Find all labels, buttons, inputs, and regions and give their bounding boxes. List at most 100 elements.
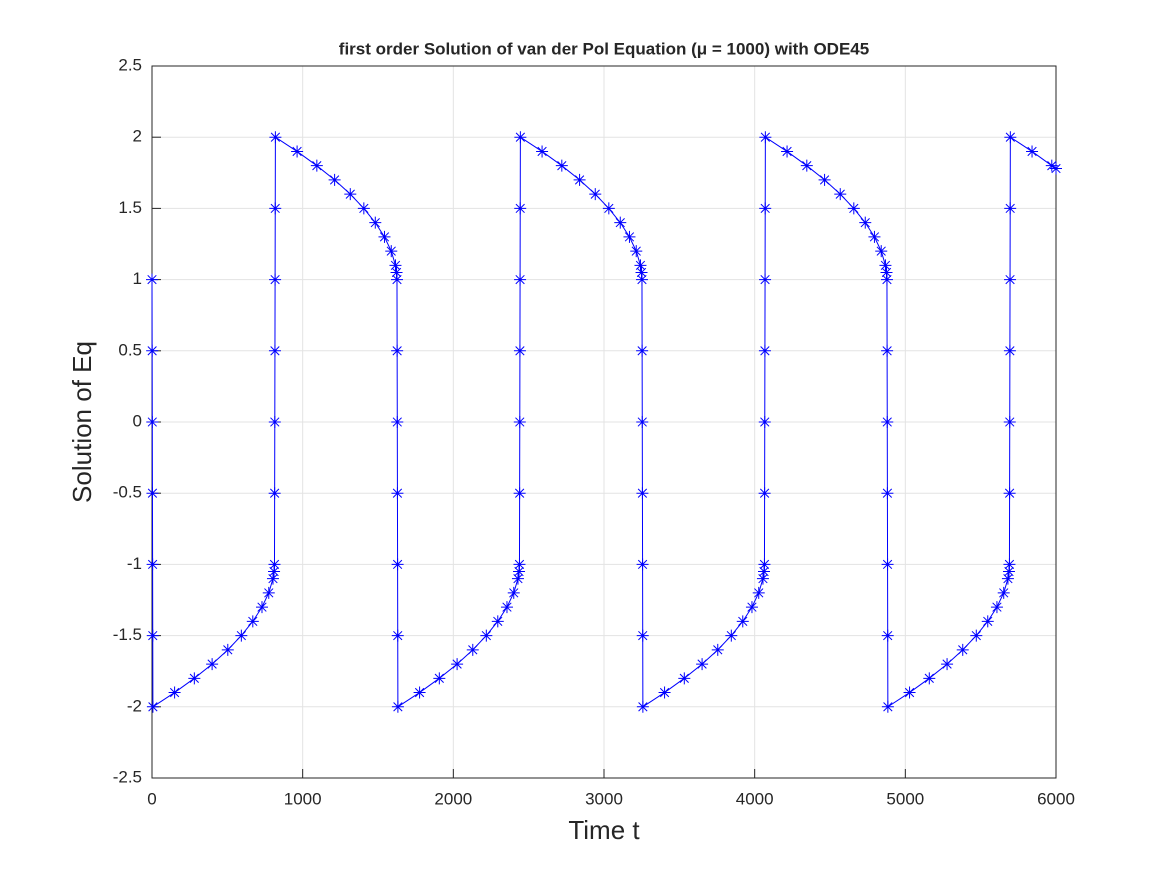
marker <box>268 558 281 571</box>
y-tick-label: 2.5 <box>118 55 142 74</box>
marker <box>451 658 464 671</box>
marker <box>268 565 281 578</box>
marker <box>480 629 493 642</box>
y-tick-label: 1.5 <box>118 198 142 217</box>
marker <box>678 672 691 685</box>
marker <box>514 273 527 286</box>
marker <box>391 558 404 571</box>
marker <box>868 230 881 243</box>
marker <box>513 565 526 578</box>
marker <box>391 629 404 642</box>
marker <box>146 273 158 286</box>
marker <box>970 629 983 642</box>
marker <box>507 586 520 599</box>
marker <box>1004 273 1017 286</box>
marker <box>188 672 201 685</box>
marker <box>146 487 159 500</box>
marker <box>146 629 159 642</box>
marker <box>635 273 648 286</box>
marker <box>573 173 586 186</box>
marker <box>759 202 772 215</box>
marker <box>391 487 404 500</box>
marker <box>818 173 831 186</box>
marker <box>752 586 765 599</box>
marker <box>255 601 268 614</box>
marker <box>555 159 568 172</box>
marker <box>881 629 894 642</box>
marker <box>146 344 159 357</box>
marker <box>623 230 636 243</box>
marker <box>847 202 860 215</box>
marker <box>879 259 892 272</box>
marker <box>636 629 649 642</box>
marker <box>834 188 847 201</box>
x-axis-label: Time t <box>568 815 640 845</box>
marker <box>636 344 649 357</box>
marker <box>466 643 479 656</box>
marker <box>491 615 504 628</box>
marker <box>246 615 259 628</box>
marker <box>268 487 281 500</box>
marker <box>636 558 649 571</box>
marker <box>725 629 738 642</box>
marker <box>378 230 391 243</box>
marker <box>344 188 357 201</box>
marker <box>881 416 894 428</box>
marker <box>433 672 446 685</box>
marker <box>614 216 627 229</box>
marker <box>635 266 648 279</box>
marker <box>357 202 370 215</box>
marker <box>513 487 526 500</box>
y-tick-label: -1 <box>127 554 142 573</box>
marker <box>981 615 994 628</box>
marker <box>630 245 643 258</box>
marker <box>513 344 526 357</box>
marker <box>206 658 219 671</box>
marker <box>1004 202 1017 215</box>
marker <box>268 344 281 357</box>
marker <box>269 273 282 286</box>
x-tick-label: 1000 <box>284 789 322 808</box>
marker <box>1003 487 1016 500</box>
marker <box>1050 162 1062 175</box>
marker <box>262 586 275 599</box>
marker <box>602 202 615 215</box>
marker <box>756 572 769 585</box>
marker <box>881 487 894 500</box>
marker <box>759 273 772 286</box>
marker <box>514 202 527 215</box>
marker <box>513 558 526 571</box>
x-tick-label: 6000 <box>1037 789 1075 808</box>
y-tick-label: -2 <box>127 696 142 715</box>
marker <box>266 572 279 585</box>
marker <box>758 487 771 500</box>
marker <box>500 601 513 614</box>
marker <box>1001 572 1014 585</box>
marker <box>513 416 526 428</box>
marker <box>1026 145 1039 158</box>
marker <box>391 344 404 357</box>
marker <box>997 586 1010 599</box>
marker <box>881 344 894 357</box>
marker <box>221 643 234 656</box>
marker <box>745 601 758 614</box>
marker <box>990 601 1003 614</box>
marker <box>391 416 404 428</box>
marker <box>390 266 403 279</box>
marker <box>759 131 772 144</box>
marker <box>589 188 602 201</box>
marker <box>536 145 549 158</box>
marker <box>269 131 282 144</box>
marker <box>696 658 709 671</box>
marker <box>268 416 281 428</box>
x-tick-label: 5000 <box>886 789 924 808</box>
marker <box>636 487 649 500</box>
marker <box>1003 344 1016 357</box>
chart-title: first order Solution of van der Pol Equa… <box>339 39 869 58</box>
marker <box>269 202 282 215</box>
marker <box>168 686 181 699</box>
marker <box>881 700 894 713</box>
marker <box>291 145 304 158</box>
marker <box>881 558 894 571</box>
marker <box>385 245 398 258</box>
